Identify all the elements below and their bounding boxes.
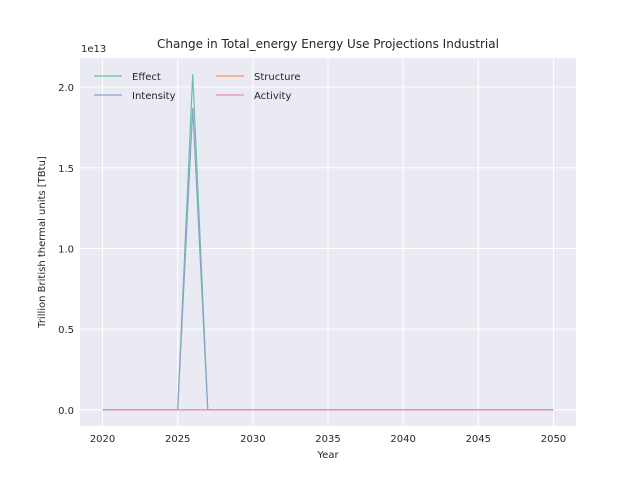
legend-label: Intensity xyxy=(132,91,176,102)
y-tick-labels: 0.0 0.5 1.0 1.5 2.0 xyxy=(58,83,74,417)
y-tick-label: 1.0 xyxy=(58,244,74,255)
legend-label: Effect xyxy=(132,72,161,83)
legend-label: Activity xyxy=(254,91,291,102)
x-tick-label: 2025 xyxy=(165,434,190,445)
chart-title: Change in Total_energy Energy Use Projec… xyxy=(157,37,499,51)
y-offset-label: 1e13 xyxy=(81,44,106,55)
x-tick-label: 2045 xyxy=(466,434,491,445)
y-axis-label: Trillion British thermal units [TBtu] xyxy=(37,156,48,329)
x-tick-label: 2040 xyxy=(390,434,415,445)
legend: Effect Structure Intensity Activity xyxy=(94,72,301,102)
y-tick-label: 0.5 xyxy=(58,325,74,336)
series-lines xyxy=(102,74,554,411)
x-axis-label: Year xyxy=(316,450,339,461)
legend-label: Structure xyxy=(254,72,301,83)
x-tick-label: 2020 xyxy=(90,434,115,445)
y-tick-label: 2.0 xyxy=(58,83,74,94)
x-tick-label: 2035 xyxy=(315,434,340,445)
y-tick-label: 1.5 xyxy=(58,164,74,175)
y-tick-label: 0.0 xyxy=(58,406,74,417)
x-tick-label: 2050 xyxy=(541,434,566,445)
x-tick-label: 2030 xyxy=(240,434,265,445)
x-tick-labels: 2020 2025 2030 2035 2040 2045 2050 xyxy=(90,434,566,445)
